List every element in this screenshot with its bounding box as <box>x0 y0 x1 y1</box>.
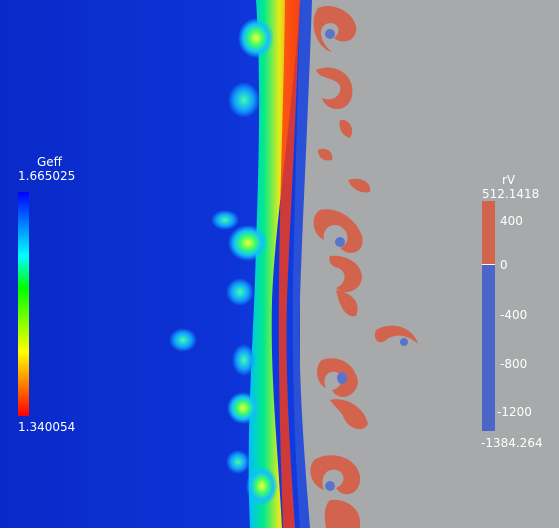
left-legend-colorbar <box>18 192 29 416</box>
eddy-10 <box>226 450 250 474</box>
left-legend-max-label: 1.665025 <box>18 169 76 183</box>
right-legend-colorbar-positive <box>482 201 495 264</box>
right-legend-tick-minus-800: -800 <box>500 357 528 371</box>
eddy-9 <box>246 466 278 506</box>
right-legend-tick-400: 400 <box>500 214 523 228</box>
left-legend-title: Geff <box>37 155 62 169</box>
right-legend-colorbar-negative <box>482 264 495 431</box>
rv-positive-patches <box>310 6 418 528</box>
right-legend-tick-0: 0 <box>500 258 508 272</box>
right-legend-title: rV <box>502 173 516 187</box>
interface-core <box>278 0 300 528</box>
eddy-7 <box>232 344 256 376</box>
eddy-1 <box>238 18 274 58</box>
eddy-8 <box>227 392 259 424</box>
right-legend-tick-minus-400: -400 <box>500 308 528 322</box>
eddy-2 <box>228 82 260 118</box>
eddy-6 <box>169 328 197 352</box>
right-legend-max-label: 512.1418 <box>482 187 540 201</box>
rv-negative-patches <box>325 29 408 491</box>
eddy-5 <box>226 278 254 306</box>
eddy-3 <box>228 225 268 261</box>
right-legend-tick-minus-1200: -1200 <box>497 405 532 419</box>
right-legend-min-label: -1384.264 <box>481 436 543 450</box>
eddy-4 <box>211 210 239 230</box>
left-legend-min-label: 1.340054 <box>18 420 76 434</box>
interface-blue-strand <box>292 0 312 528</box>
right-legend-zero-divider <box>482 264 495 265</box>
